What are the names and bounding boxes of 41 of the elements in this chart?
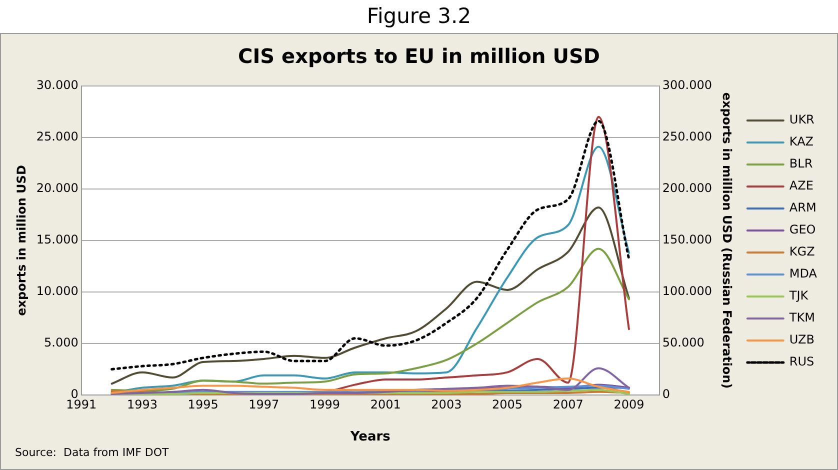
x-tick-label: 2005: [492, 397, 523, 412]
legend-label: GEO: [789, 222, 816, 237]
legend-label: TKM: [788, 310, 815, 325]
y2-tick-label: 300.000: [662, 78, 712, 92]
legend-label: TJK: [788, 288, 810, 303]
x-tick-label: 1993: [126, 397, 158, 412]
x-tick-label: 2009: [614, 397, 644, 412]
legend-label: BLR: [789, 156, 813, 171]
y2-tick-label: 250.000: [662, 130, 712, 144]
x-tick-label: 1995: [188, 397, 218, 412]
y-axis-title: exports in million USD: [14, 165, 28, 316]
y2-tick-label: 0: [662, 387, 670, 402]
y2-tick-label: 50.000: [662, 336, 704, 350]
legend-label: AZE: [789, 178, 814, 193]
y-tick-label: 15.000: [36, 232, 78, 247]
x-tick-label: 1991: [66, 397, 97, 412]
y2-tick-label: 200.000: [662, 181, 712, 196]
x-tick-label: 1997: [248, 397, 280, 412]
legend-label: KAZ: [789, 134, 814, 149]
legend-label: KGZ: [789, 244, 815, 259]
source-note: Source: Data from IMF DOT: [15, 446, 169, 459]
y-tick-label: 10.000: [36, 284, 78, 298]
y-tick-label: 5.000: [44, 336, 78, 350]
legend-label: MDA: [789, 266, 818, 281]
x-tick-label: 2007: [552, 397, 584, 412]
legend-label: UZB: [789, 332, 814, 347]
x-tick-label: 2003: [431, 397, 462, 412]
y-tick-label: 30.000: [36, 78, 78, 92]
x-tick-label: 2001: [370, 397, 401, 412]
legend-label: UKR: [789, 112, 814, 127]
y2-axis-title: exports in million USD (Russian Federation): [720, 92, 734, 389]
caption: Figure 3.2: [366, 3, 472, 30]
y2-tick-label: 150.000: [662, 232, 712, 247]
x-axis-title: Years: [349, 430, 391, 445]
y-tick-label: 25.000: [36, 130, 78, 144]
y-tick-label: 20.000: [36, 181, 78, 196]
y2-tick-label: 100.000: [662, 284, 712, 298]
legend-label: ARM: [789, 200, 816, 215]
chart-title: CIS exports to EU in million USD: [238, 44, 600, 68]
legend-label: RUS: [789, 354, 814, 369]
x-tick-label: 1999: [309, 397, 340, 412]
